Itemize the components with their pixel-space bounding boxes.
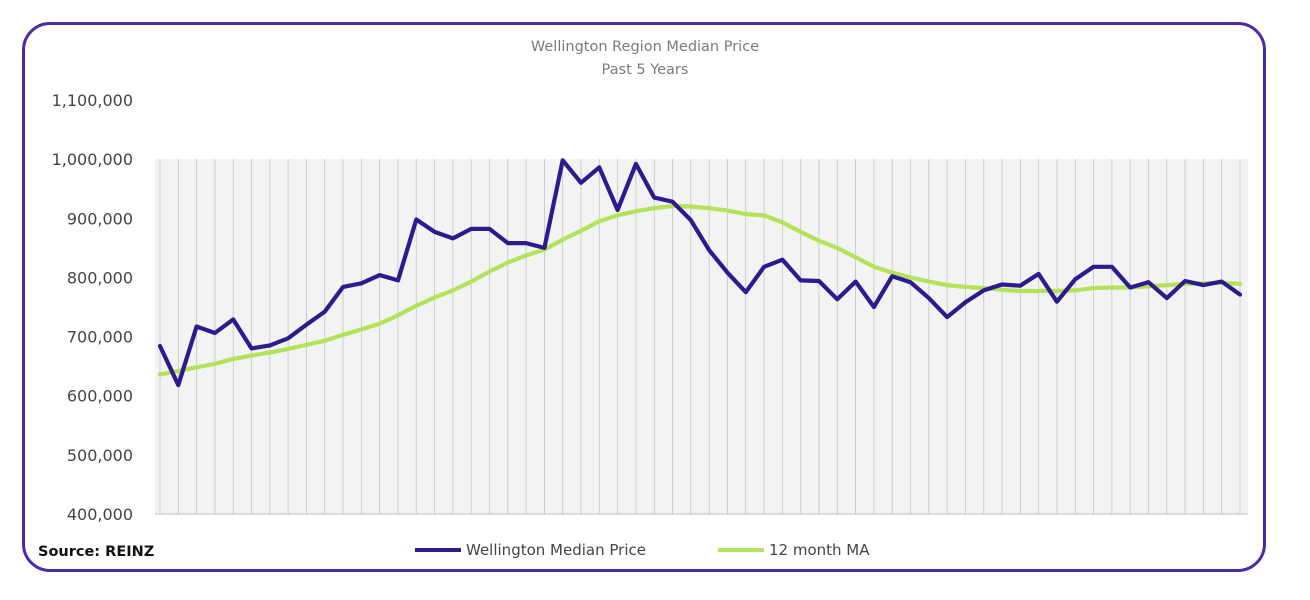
chart-title: Wellington Region Median Price bbox=[531, 39, 759, 55]
y-tick-label: 600,000 bbox=[67, 387, 133, 406]
y-tick-label: 800,000 bbox=[67, 268, 133, 287]
series-line-ma bbox=[157, 203, 1243, 377]
y-tick-label: 500,000 bbox=[67, 446, 133, 465]
y-tick-label: 1,100,000 bbox=[52, 91, 133, 110]
legend-label-ma: 12 month MA bbox=[769, 541, 870, 559]
y-tick-label: 900,000 bbox=[67, 209, 133, 228]
legend: Wellington Median Price 12 month MA bbox=[415, 541, 870, 559]
series-line-median bbox=[157, 158, 1243, 388]
y-tick-label: 1,000,000 bbox=[52, 150, 133, 169]
plot-band bbox=[155, 159, 1248, 514]
y-axis-ticks: 400,000 500,000 600,000 700,000 800,000 900,0… bbox=[52, 91, 133, 524]
y-tick-label: 700,000 bbox=[67, 328, 133, 347]
gridlines bbox=[159, 159, 1241, 514]
chart-subtitle: Past 5 Years bbox=[602, 62, 689, 78]
source-label: Source: REINZ bbox=[38, 544, 154, 560]
series-group bbox=[157, 158, 1243, 388]
y-tick-label: 400,000 bbox=[67, 505, 133, 524]
legend-label-median: Wellington Median Price bbox=[466, 541, 646, 559]
